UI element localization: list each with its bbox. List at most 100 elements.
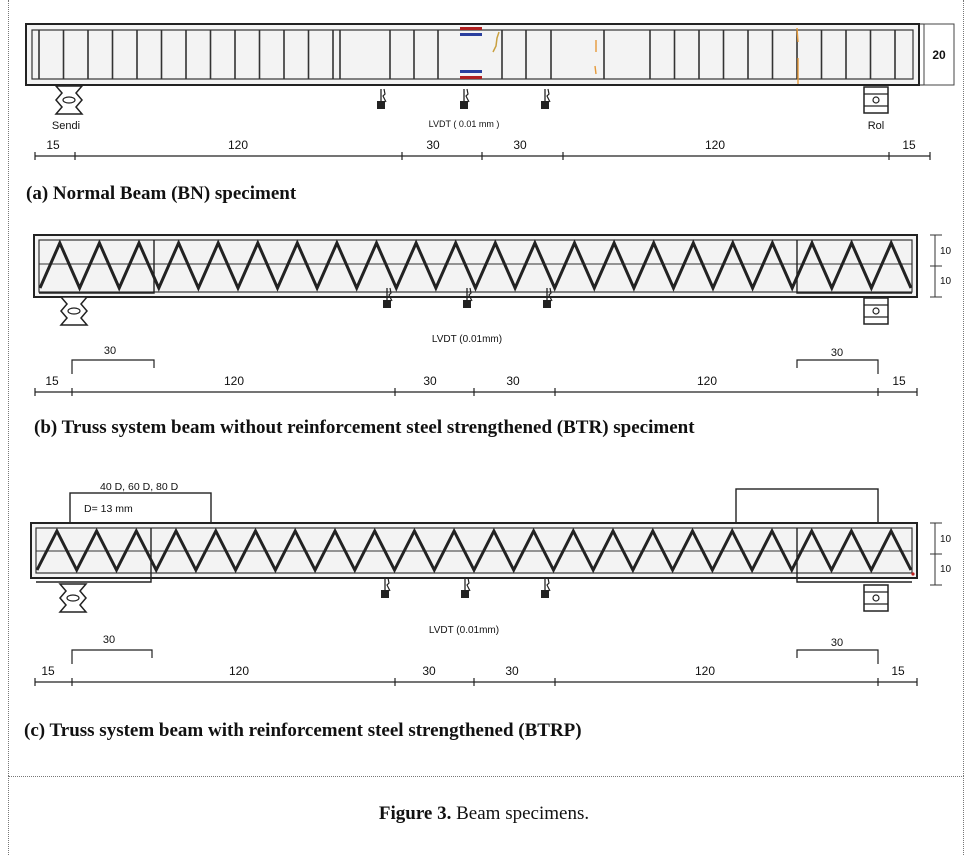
figure-caption-label: Figure 3. xyxy=(378,803,452,824)
lvdt-body xyxy=(460,101,468,109)
lvdt-body xyxy=(541,590,549,598)
roller-support-c xyxy=(863,584,889,612)
lvdt-body xyxy=(463,300,471,308)
end-label-left-c: 30 xyxy=(103,634,115,646)
dimension-label: 30 xyxy=(423,374,437,388)
lvdt-sensors-b xyxy=(383,287,553,308)
height-bottom-c: 10 xyxy=(940,564,952,575)
dimension-label: 15 xyxy=(891,664,905,678)
end-steel-c xyxy=(36,528,912,583)
lvdt-sensor xyxy=(541,88,551,109)
lvdt-wire xyxy=(466,577,471,592)
truss-zigzag-c xyxy=(35,527,913,574)
height-top-c: 10 xyxy=(940,534,952,545)
caption-a: (a) Normal Beam (BN) speciment xyxy=(26,183,297,204)
dimension-label: 15 xyxy=(902,138,916,152)
dimension-label: 120 xyxy=(229,664,249,678)
caption-b: (b) Truss system beam without reinforcem… xyxy=(34,417,695,438)
beam-b-rebar xyxy=(38,239,913,293)
height-top-b: 10 xyxy=(940,246,952,257)
lvdt-label-c: LVDT (0.01mm) xyxy=(429,625,499,636)
steel-plate-right xyxy=(735,488,879,525)
dimension-label: 30 xyxy=(505,664,519,678)
height-ticks-c xyxy=(930,522,942,586)
lvdt-body xyxy=(543,300,551,308)
roller-support-a xyxy=(863,86,889,114)
load-plate-top-red xyxy=(460,27,482,30)
lvdt-body xyxy=(383,300,391,308)
marker-dot-c xyxy=(911,572,915,576)
support-label-sendi: Sendi xyxy=(52,120,80,132)
lvdt-body xyxy=(381,590,389,598)
lvdt-wire xyxy=(548,287,553,302)
height-bottom-b: 10 xyxy=(940,276,952,287)
pin-support-b xyxy=(59,296,89,326)
dimension-line-a: 15 120 30 30 120 15 xyxy=(34,138,931,160)
dimension-label: 120 xyxy=(228,138,248,152)
dimension-line-c: 15 120 30 30 120 15 xyxy=(34,664,918,686)
support-label-rol: Rol xyxy=(868,120,885,132)
lvdt-sensor xyxy=(541,577,551,598)
height-label-a: 20 xyxy=(932,48,946,62)
end-label-left-b: 30 xyxy=(104,345,116,357)
caption-c: (c) Truss system beam with reinforcement… xyxy=(24,720,582,741)
end-dim-right-c xyxy=(796,649,879,664)
height-box-a xyxy=(923,23,955,86)
truss-zigzag-b xyxy=(38,239,913,292)
pin-support-c xyxy=(58,583,88,613)
lvdt-sensor xyxy=(463,287,473,308)
lvdt-sensor xyxy=(460,88,470,109)
figure-frame xyxy=(8,0,964,776)
lvdt-sensor xyxy=(377,88,387,109)
lvdt-body xyxy=(461,590,469,598)
figure-caption-text: Beam specimens. xyxy=(451,803,590,824)
beam-specimens-figure: 20 Sendi Rol LVDT ( 0.01 mm ) 15 120 30 30 1… xyxy=(24,23,955,741)
steel-plate-left xyxy=(69,492,212,525)
roller-support-b xyxy=(863,297,889,325)
lvdt-body xyxy=(377,101,385,109)
end-dim-left-c xyxy=(71,649,153,664)
panel-c-truss-beam-steel: 40 D, 60 D, 80 D D= 13 mm 10 10 LVDT (0.… xyxy=(24,481,952,741)
dimension-label: 30 xyxy=(426,138,440,152)
height-ticks-b xyxy=(930,234,942,298)
diameter-label: D= 13 mm xyxy=(84,503,133,515)
lvdt-wire xyxy=(468,287,473,302)
dimension-label: 30 xyxy=(422,664,436,678)
lvdt-wire xyxy=(546,577,551,592)
lvdt-wire xyxy=(388,287,393,302)
lvdt-sensors-c xyxy=(381,577,551,598)
load-plate-bottom-red xyxy=(460,76,482,79)
lvdt-label-b: LVDT (0.01mm) xyxy=(432,334,502,345)
end-dim-right-b xyxy=(796,359,879,374)
dimension-label: 15 xyxy=(41,664,55,678)
stirrups-a xyxy=(38,30,896,79)
end-dim-left-b xyxy=(71,359,155,374)
crack-a-2 xyxy=(594,40,597,75)
dimension-label: 15 xyxy=(892,374,906,388)
crack-a-1 xyxy=(492,31,500,53)
lvdt-wire xyxy=(382,88,387,103)
dimension-label: 120 xyxy=(697,374,717,388)
dimension-label: 30 xyxy=(506,374,520,388)
lvdt-wire xyxy=(465,88,470,103)
end-steel-b xyxy=(39,240,912,294)
panel-b-truss-beam: 10 10 LVDT (0.01mm) 30 30 15 120 30 30 120 15… xyxy=(33,234,952,438)
dimension-label: 15 xyxy=(46,138,60,152)
beam-a-outline xyxy=(25,23,920,86)
lvdt-wire xyxy=(546,88,551,103)
dimension-label: 120 xyxy=(224,374,244,388)
lvdt-sensor xyxy=(381,577,391,598)
dimension-label: 30 xyxy=(513,138,527,152)
dimension-label: 15 xyxy=(45,374,59,388)
end-label-right-c: 30 xyxy=(831,637,843,649)
lvdt-sensor xyxy=(461,577,471,598)
panel-a-normal-beam: 20 Sendi Rol LVDT ( 0.01 mm ) 15 120 30 30 1… xyxy=(25,23,955,204)
lvdt-body xyxy=(541,101,549,109)
lvdt-wire xyxy=(386,577,391,592)
lvdt-sensor xyxy=(543,287,553,308)
plate-label: 40 D, 60 D, 80 D xyxy=(100,481,179,493)
load-plate-bottom-blue xyxy=(460,70,482,73)
dimension-line-b: 15 120 30 30 120 15 xyxy=(34,374,918,396)
dimension-label: 120 xyxy=(705,138,725,152)
end-label-right-b: 30 xyxy=(831,347,843,359)
